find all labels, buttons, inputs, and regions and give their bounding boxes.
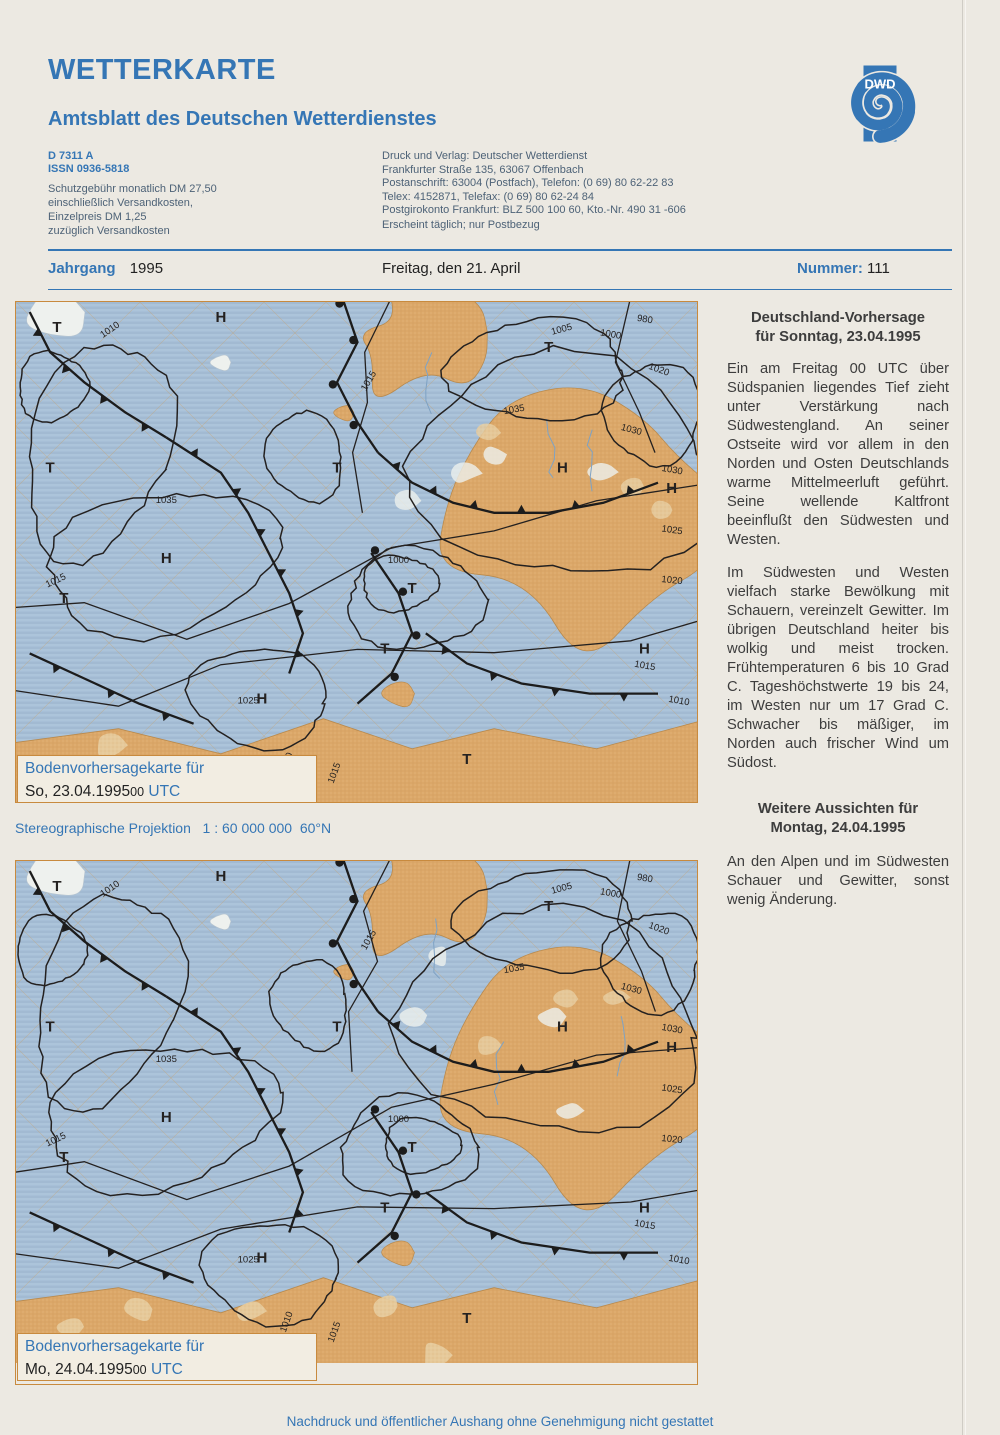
svg-text:H: H xyxy=(557,1019,568,1036)
svg-text:DWD: DWD xyxy=(864,77,895,92)
svg-text:H: H xyxy=(639,640,650,657)
svg-text:H: H xyxy=(215,309,226,326)
svg-text:T: T xyxy=(544,339,553,356)
svg-text:H: H xyxy=(161,1109,172,1126)
svg-text:1035: 1035 xyxy=(156,495,177,506)
svg-text:T: T xyxy=(462,1310,471,1327)
svg-text:T: T xyxy=(332,1019,341,1036)
svg-text:T: T xyxy=(408,1139,417,1156)
svg-text:H: H xyxy=(215,868,226,885)
svg-text:T: T xyxy=(52,878,61,895)
svg-text:T: T xyxy=(380,1199,389,1216)
svg-text:1025: 1025 xyxy=(238,696,259,707)
svg-text:T: T xyxy=(332,460,341,477)
svg-text:T: T xyxy=(380,640,389,657)
svg-text:T: T xyxy=(46,1019,55,1036)
svg-text:T: T xyxy=(59,590,68,607)
svg-text:T: T xyxy=(46,460,55,477)
svg-text:T: T xyxy=(408,580,417,597)
svg-text:T: T xyxy=(544,898,553,915)
svg-text:1000: 1000 xyxy=(388,1114,409,1125)
svg-text:T: T xyxy=(52,319,61,336)
svg-text:1020: 1020 xyxy=(661,1133,683,1146)
svg-text:1000: 1000 xyxy=(388,555,409,566)
svg-text:T: T xyxy=(59,1149,68,1166)
svg-text:1025: 1025 xyxy=(238,1255,259,1266)
svg-text:H: H xyxy=(666,1039,677,1056)
svg-text:T: T xyxy=(462,751,471,768)
svg-text:1035: 1035 xyxy=(156,1054,177,1065)
svg-text:1020: 1020 xyxy=(661,574,683,587)
svg-text:H: H xyxy=(557,460,568,477)
svg-text:H: H xyxy=(161,550,172,567)
svg-text:H: H xyxy=(639,1199,650,1216)
svg-text:H: H xyxy=(666,480,677,497)
